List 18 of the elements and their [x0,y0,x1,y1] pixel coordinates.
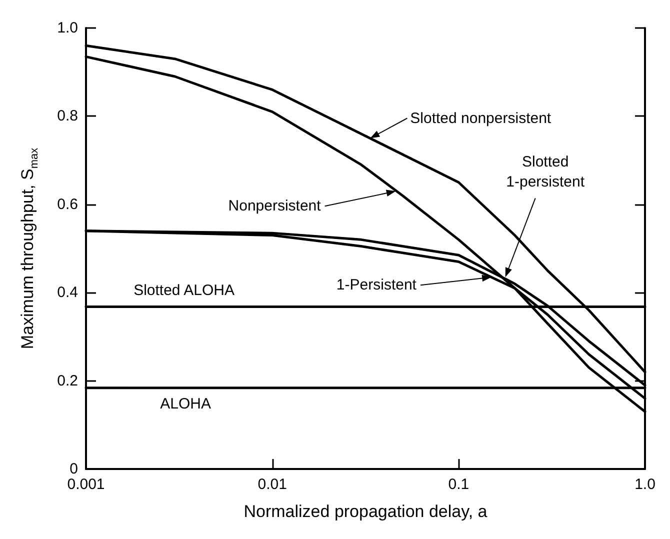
y-tick-label: 0 [70,460,78,478]
x-tick-label: 1.0 [634,476,656,493]
annotation: Slotted nonpersistent [410,110,552,127]
y-tick-label: 0.2 [57,372,78,390]
y-tick-label: 0.8 [57,108,78,125]
y-tick-label: 1.0 [57,20,78,36]
annotation: Slotted ALOHA [134,282,234,300]
y-axis-title: Maximum throughput, Smax [18,147,40,350]
x-axis-title: Normalized propagation delay, a [244,502,488,521]
x-tick-label: 0.01 [258,476,287,493]
y-tick-label: 0.4 [57,284,78,302]
y-tick-label: 0.6 [57,196,78,213]
annotation: Slotted 1-persistent [506,154,586,191]
x-tick-label: 0.1 [448,476,470,493]
annotation: 1-Persistent [336,276,418,294]
annotation: Nonpersistent [228,198,322,215]
annotation: ALOHA [160,395,212,412]
x-tick-label: 0.001 [67,476,105,493]
